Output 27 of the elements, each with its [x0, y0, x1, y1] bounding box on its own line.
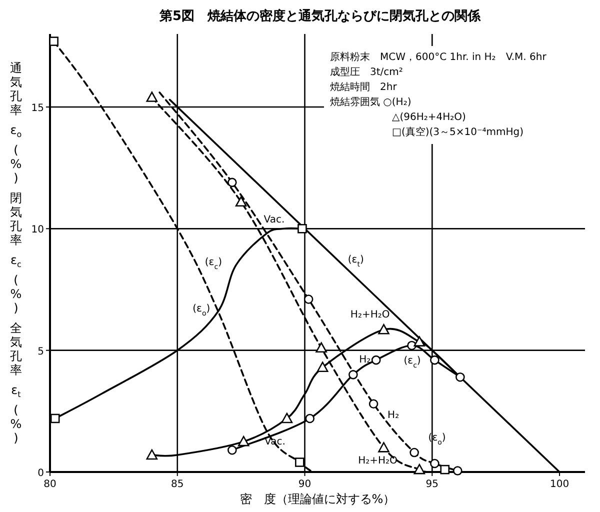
y-tick-label: 0	[38, 468, 44, 479]
annotation: (ε$_{c}$)	[404, 355, 421, 370]
annotation: H₂	[359, 354, 371, 366]
x-tick-label: 90	[298, 479, 312, 490]
annotation: H₂+H₂O	[358, 456, 398, 467]
annotation: Vac.	[264, 214, 285, 226]
annotation: 原料粉末 MCW，600°C 1hr. in H₂ V.M. 6hr	[330, 51, 548, 63]
annotation: (ε$_{c}$)	[204, 257, 222, 272]
x-tick-label: 80	[44, 479, 56, 490]
annotation: 焼結雰囲気 ○(H₂)	[330, 96, 412, 108]
annotation: H₂	[388, 410, 400, 421]
annotation: H₂+H₂O	[350, 310, 390, 321]
annotation: (ε$_{t}$)	[348, 254, 364, 268]
x-tick-label: 100	[550, 479, 570, 490]
y-tick-label: 15	[31, 103, 44, 114]
x-tick-label: 85	[171, 479, 184, 490]
y-axis-title: 通気孔率 ε$_{o}$ (%) 閉気孔率 ε$_{c}$ (%) 全気孔率 ε$_{t}$ (%)	[10, 61, 22, 445]
annotation: □(真空)(3～5×10⁻⁴mmHg)	[392, 126, 524, 138]
y-tick-label: 10	[31, 224, 44, 236]
annotation: 成型圧 3t/cm²	[330, 66, 403, 78]
title: 第5図 焼結体の密度と通気孔ならびに閉気孔との関係	[159, 9, 481, 24]
annotation: (ε$_{o}$)	[192, 303, 210, 318]
y-tick-label: 5	[38, 346, 44, 358]
x-axis-title: 密 度（理論値に対する%）	[240, 492, 396, 506]
annotation: 焼結時間 2hr	[330, 81, 398, 93]
annotation: △(96H₂+4H₂O)	[392, 112, 466, 123]
x-tick-label: 95	[426, 479, 439, 490]
